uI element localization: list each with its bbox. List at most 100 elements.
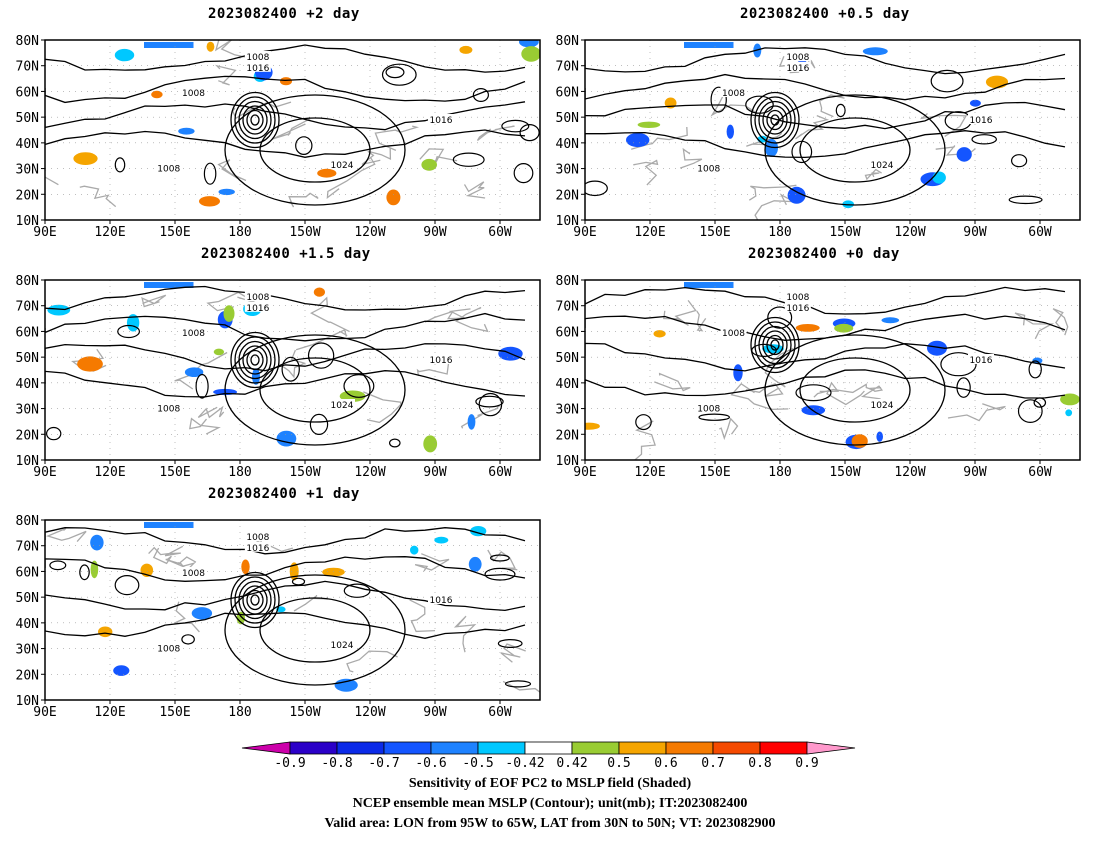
pressure-contour — [799, 357, 911, 423]
colorbar-tick-label: -0.6 — [415, 756, 447, 771]
contour-label-bg — [329, 639, 355, 649]
contour-label: 1008 — [786, 293, 809, 303]
contour-label: 1016 — [430, 116, 453, 126]
pressure-contour — [224, 94, 406, 206]
contour-label: 1024 — [331, 161, 354, 171]
sensitivity-shading — [213, 348, 225, 356]
sensitivity-shading — [334, 678, 358, 692]
pressure-contour — [343, 374, 375, 398]
sensitivity-shading — [787, 186, 806, 204]
pressure-contour — [381, 63, 417, 86]
sensitivity-shading — [733, 364, 743, 382]
contour-label-bg — [244, 531, 271, 541]
lat-label: 20N — [16, 428, 39, 443]
pressure-contour — [45, 129, 526, 158]
coastline — [745, 383, 784, 397]
lon-label: 90E — [573, 465, 596, 480]
lat-label: 30N — [556, 403, 579, 418]
pressure-contour — [230, 331, 280, 389]
pressure-contour — [764, 334, 946, 446]
lon-label: 150E — [159, 465, 190, 480]
contour-label: 1008 — [722, 329, 745, 339]
contour-label: 1024 — [871, 161, 894, 171]
pressure-contour — [114, 574, 140, 596]
lat-label: 30N — [16, 163, 39, 178]
coastline — [476, 125, 515, 142]
coastline — [460, 405, 500, 429]
sensitivity-shading — [881, 317, 900, 324]
pressure-contour — [635, 414, 652, 431]
coastline — [710, 96, 759, 117]
map-frame — [584, 279, 1081, 461]
sensitivity-shading — [956, 147, 972, 162]
contour-label-bg — [784, 301, 811, 312]
pressure-contour — [114, 157, 126, 173]
pressure-contour — [117, 324, 141, 339]
lat-label: 10N — [16, 214, 39, 229]
lat-label: 40N — [16, 137, 39, 152]
sensitivity-shading — [434, 536, 449, 544]
coastline — [363, 391, 402, 424]
coastline — [500, 643, 526, 663]
contour-label-bg — [428, 594, 454, 604]
pressure-contour — [930, 69, 964, 93]
coastline — [414, 553, 450, 572]
coastline — [453, 615, 477, 653]
contour-label: 1008 — [157, 165, 180, 175]
sensitivity-shading — [876, 431, 883, 442]
pressure-contour — [764, 94, 946, 206]
pressure-contour — [79, 564, 90, 581]
pressure-contour — [1008, 195, 1043, 205]
contour-label: 1008 — [246, 53, 269, 63]
pressure-contour — [46, 426, 62, 441]
coastline — [346, 650, 398, 673]
sensitivity-shading — [241, 559, 250, 575]
lon-label: 60W — [488, 705, 512, 720]
lat-label: 20N — [556, 428, 579, 443]
panel-title-plus1: 2023082400 +1 day — [208, 486, 360, 502]
pressure-contour — [307, 342, 335, 369]
coastline — [463, 181, 486, 199]
pressure-contour — [246, 589, 264, 611]
panel-title-plus0-5: 2023082400 +0.5 day — [740, 6, 910, 22]
lon-label: 120W — [354, 225, 385, 240]
lon-label: 90E — [573, 225, 596, 240]
coastline — [696, 310, 707, 332]
coastline — [631, 126, 688, 150]
contour-label-bg — [244, 291, 271, 301]
map-frame — [584, 39, 1081, 221]
contour-label: 1016 — [246, 544, 269, 554]
pressure-contour — [246, 109, 264, 131]
lon-label: 180 — [768, 225, 791, 240]
contour-label: 1016 — [786, 64, 809, 74]
coastline — [818, 94, 845, 118]
lon-label: 90W — [963, 465, 987, 480]
lat-label: 30N — [16, 643, 39, 658]
coastline — [947, 403, 1006, 422]
sensitivity-shading — [47, 304, 71, 316]
lat-label: 20N — [16, 188, 39, 203]
sensitivity-shading — [151, 90, 163, 99]
colorbar-segment — [712, 741, 761, 755]
lon-label: 150W — [289, 465, 320, 480]
map-panel: 10081016102410081016100880N70N60N50N40N3… — [16, 34, 541, 240]
pressure-contour — [698, 413, 730, 421]
pressure-contour — [585, 130, 1066, 159]
sensitivity-shading — [191, 607, 213, 620]
lon-label: 120E — [94, 465, 125, 480]
contour-label: 1008 — [246, 533, 269, 543]
coastline — [217, 159, 247, 182]
contour-label: 1008 — [182, 329, 205, 339]
coastline — [188, 417, 221, 435]
sensitivity-shading — [206, 41, 215, 52]
lon-label: 90E — [33, 225, 56, 240]
pressure-contour — [259, 357, 371, 423]
contour-label: 1008 — [157, 645, 180, 655]
coastline — [197, 405, 225, 419]
sensitivity-shading — [98, 626, 113, 638]
lat-label: 60N — [16, 85, 39, 100]
pressure-contour — [281, 356, 300, 382]
sensitivity-shading — [313, 287, 325, 297]
colorbar-tick-label: 0.8 — [748, 756, 772, 771]
